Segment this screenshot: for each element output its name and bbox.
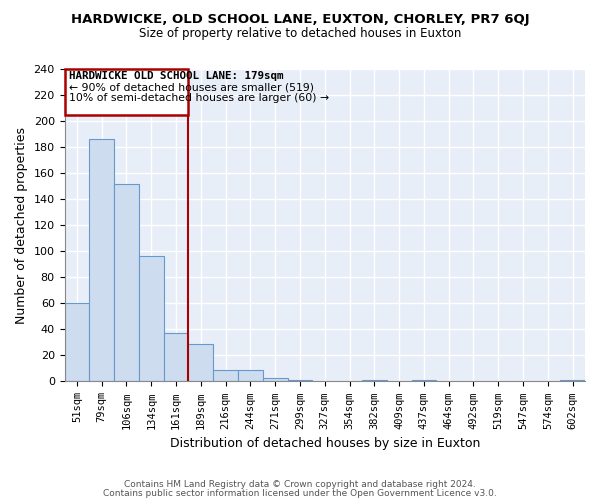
Text: ← 90% of detached houses are smaller (519): ← 90% of detached houses are smaller (51… bbox=[70, 82, 314, 92]
Text: HARDWICKE OLD SCHOOL LANE: 179sqm: HARDWICKE OLD SCHOOL LANE: 179sqm bbox=[70, 71, 284, 81]
Text: Contains public sector information licensed under the Open Government Licence v3: Contains public sector information licen… bbox=[103, 488, 497, 498]
Bar bbox=[139, 256, 164, 382]
Text: 10% of semi-detached houses are larger (60) →: 10% of semi-detached houses are larger (… bbox=[70, 93, 329, 103]
Bar bbox=[65, 304, 89, 382]
Bar bbox=[263, 378, 287, 382]
Bar bbox=[213, 370, 238, 382]
Bar bbox=[560, 380, 585, 382]
Bar bbox=[164, 334, 188, 382]
Bar bbox=[238, 370, 263, 382]
Bar bbox=[89, 140, 114, 382]
X-axis label: Distribution of detached houses by size in Euxton: Distribution of detached houses by size … bbox=[170, 437, 480, 450]
Text: HARDWICKE, OLD SCHOOL LANE, EUXTON, CHORLEY, PR7 6QJ: HARDWICKE, OLD SCHOOL LANE, EUXTON, CHOR… bbox=[71, 12, 529, 26]
Text: Size of property relative to detached houses in Euxton: Size of property relative to detached ho… bbox=[139, 28, 461, 40]
Y-axis label: Number of detached properties: Number of detached properties bbox=[15, 126, 28, 324]
Bar bbox=[412, 380, 436, 382]
Bar bbox=[114, 184, 139, 382]
FancyBboxPatch shape bbox=[65, 69, 188, 114]
Bar bbox=[287, 380, 313, 382]
Bar bbox=[362, 380, 387, 382]
Text: Contains HM Land Registry data © Crown copyright and database right 2024.: Contains HM Land Registry data © Crown c… bbox=[124, 480, 476, 489]
Bar bbox=[188, 344, 213, 382]
